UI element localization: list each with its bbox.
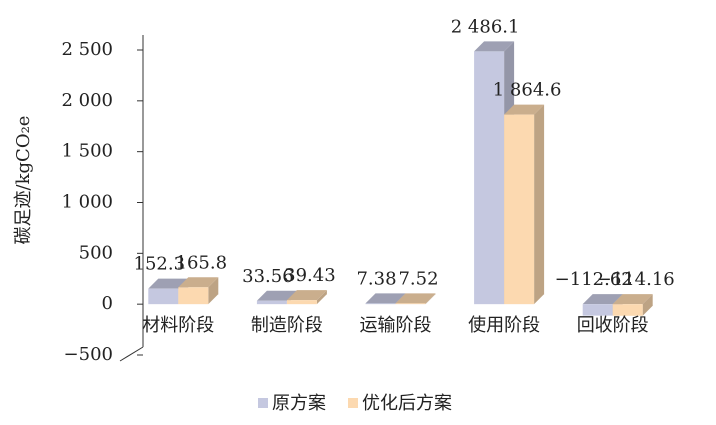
bar [178, 287, 209, 305]
bar-top [256, 290, 297, 301]
bar-side [642, 294, 653, 316]
bar [582, 304, 613, 316]
y-tick-label: −500 [64, 344, 113, 365]
y-tick-label: 2 000 [61, 90, 113, 111]
value-label: −112.62 [555, 269, 633, 290]
bar [365, 303, 396, 305]
legend-swatch [348, 398, 358, 408]
x-tick-label: 运输阶段 [360, 315, 432, 336]
bar [504, 114, 535, 305]
value-label: 7.52 [398, 268, 438, 289]
y-tick-label: 1 500 [61, 141, 113, 162]
x-tick-label: 使用阶段 [468, 315, 540, 336]
y-tick-label: 2 500 [61, 39, 113, 60]
bar [474, 51, 505, 305]
value-label: 7.38 [356, 268, 396, 289]
bar-top [474, 41, 515, 52]
value-label: 152.3 [134, 254, 186, 275]
legend-swatch [258, 398, 268, 408]
bar [286, 300, 317, 305]
bar [612, 304, 643, 316]
floor-edge [119, 346, 144, 362]
bar-top [178, 277, 219, 288]
bar-side [208, 277, 219, 305]
x-tick-label: 制造阶段 [251, 315, 323, 336]
value-label: 33.56 [242, 266, 294, 287]
y-axis-label: 碳足迹/kgCO₂e [13, 116, 34, 245]
value-label: 1 864.6 [493, 80, 562, 101]
bar-side [534, 104, 545, 305]
value-label: −114.16 [597, 269, 675, 290]
bar-top [365, 293, 406, 304]
legend-label: 原方案 [272, 393, 326, 414]
legend-label: 优化后方案 [362, 393, 452, 414]
bar-top [395, 293, 436, 304]
bar-side [316, 290, 327, 305]
bar [148, 288, 179, 305]
value-label: 165.8 [176, 252, 228, 273]
value-label: 2 486.1 [451, 16, 520, 37]
y-tick-label: 500 [79, 242, 113, 263]
bar [256, 300, 287, 305]
bar-top [612, 294, 653, 305]
bar-top [582, 294, 623, 305]
bar-side [425, 293, 436, 305]
x-tick-label: 材料阶段 [142, 315, 214, 336]
bar-top [148, 278, 189, 289]
x-tick-label: 回收阶段 [577, 315, 649, 336]
value-label: 39.43 [284, 265, 336, 286]
bar [395, 303, 426, 305]
bar-top [504, 104, 545, 115]
bar-top [286, 290, 327, 301]
y-tick-label: 1 000 [61, 192, 113, 213]
y-tick-label: 0 [102, 293, 113, 314]
